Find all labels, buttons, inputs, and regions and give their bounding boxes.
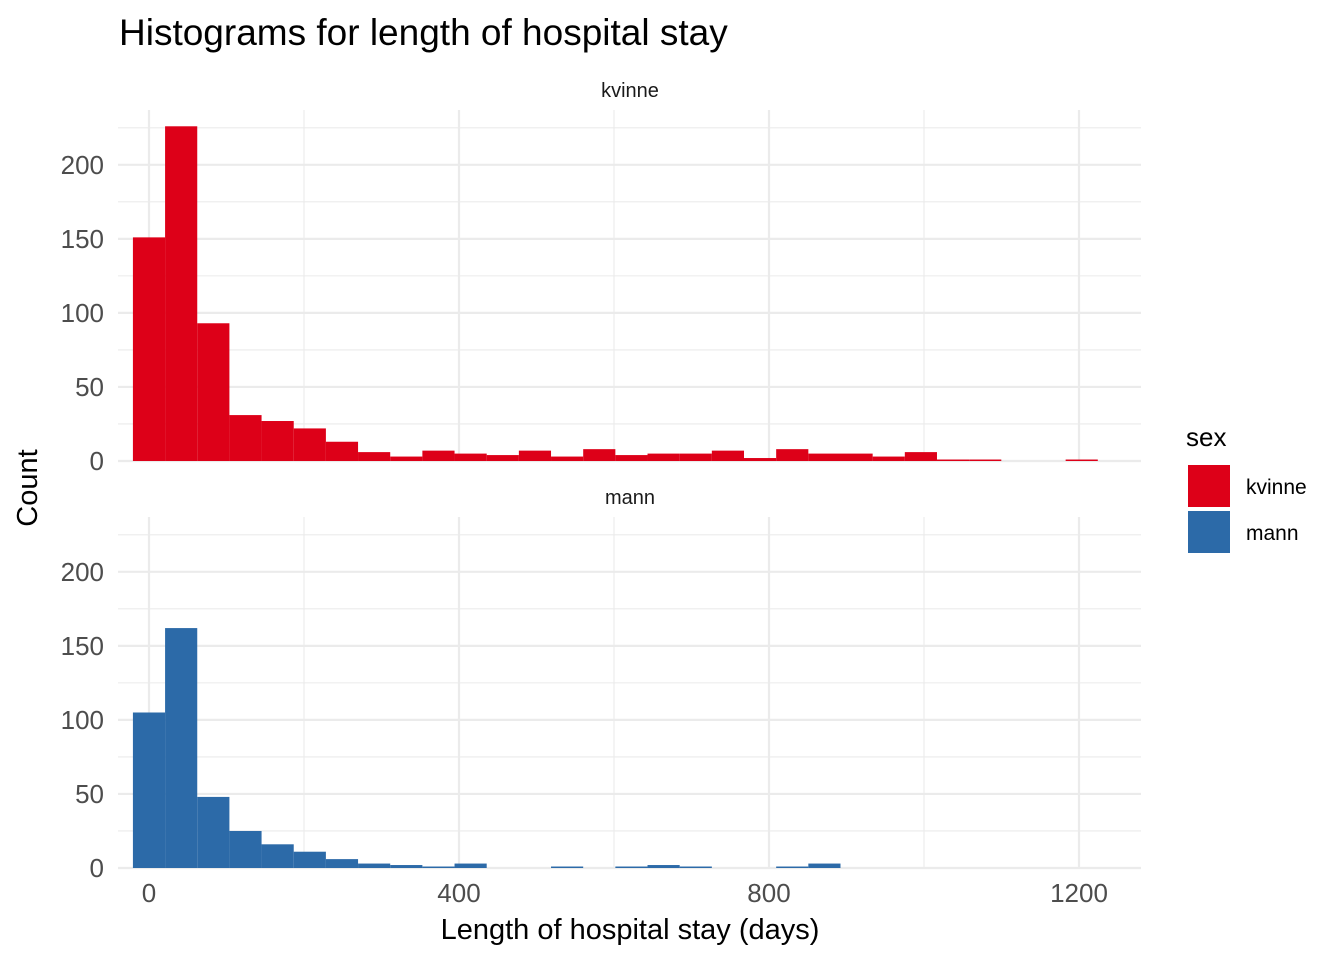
histogram-bar (390, 456, 423, 461)
histogram-bar (325, 441, 359, 461)
histogram-bar (358, 452, 391, 461)
histogram-bar (325, 859, 359, 868)
histogram-bar (165, 126, 198, 461)
y-tick-label: 0 (90, 446, 104, 476)
x-tick-label: 0 (142, 878, 156, 908)
histogram-bar (132, 712, 166, 868)
legend-label-kvinne: kvinne (1246, 476, 1307, 499)
histogram-bar (229, 415, 262, 461)
histogram-bar (197, 323, 230, 461)
histogram-bar (293, 851, 326, 868)
y-tick-label: 50 (75, 779, 104, 809)
legend: sex kvinne mann (1186, 422, 1307, 553)
histogram-bar (551, 866, 584, 868)
strip-label-top: kvinne (601, 80, 659, 102)
histogram-bar (840, 453, 873, 461)
histogram-bar (229, 830, 262, 868)
histogram-bar (454, 863, 487, 868)
histogram-bar (551, 456, 584, 461)
histogram-bar (615, 866, 648, 868)
histogram-bar (711, 450, 745, 461)
histogram-bar (486, 455, 519, 461)
histogram-bar (647, 453, 680, 461)
y-tick-label: 0 (90, 853, 104, 883)
histogram-bar (197, 796, 230, 868)
histogram-bar (454, 453, 487, 461)
y-axis-label: Count (12, 449, 44, 526)
y-tick-label: 100 (61, 705, 104, 735)
panel-bottom-grid (118, 517, 1141, 870)
histogram-bar (422, 866, 455, 868)
x-tick-label: 400 (437, 878, 480, 908)
chart-title: Histograms for length of hospital stay (119, 12, 728, 53)
histogram-bar (165, 628, 198, 868)
histogram-bar (583, 449, 616, 461)
panel-bottom: mann 0 50 100 150 200 (61, 487, 1141, 883)
legend-title: sex (1186, 422, 1226, 452)
histogram-bar (679, 866, 712, 868)
panel-top: kvinne 0 50 100 150 200 (61, 80, 1141, 476)
histogram-bar (261, 421, 294, 461)
legend-label-mann: mann (1246, 522, 1299, 545)
y-tick-label: 200 (61, 557, 104, 587)
histogram-bar (422, 450, 455, 461)
y-tick-label: 50 (75, 372, 104, 402)
panel-top-bars (132, 126, 1098, 461)
histogram-bar (679, 453, 712, 461)
histogram-bar (776, 866, 809, 868)
histogram-bar (969, 459, 1002, 461)
y-tick-label: 100 (61, 298, 104, 328)
histogram-bar (904, 452, 937, 461)
panel-bottom-bars (132, 628, 841, 868)
histogram-bar (358, 863, 391, 868)
histogram-bar (872, 456, 905, 461)
panel-bottom-y-ticks: 0 50 100 150 200 (61, 557, 104, 883)
histogram-bar (293, 428, 326, 461)
histogram-bar (647, 865, 680, 868)
histogram-bar (518, 450, 552, 461)
y-tick-label: 150 (61, 224, 104, 254)
histogram-bar (1065, 459, 1098, 461)
panel-top-y-ticks: 0 50 100 150 200 (61, 150, 104, 476)
x-axis-ticks: 0 400 800 1200 (142, 878, 1108, 908)
strip-label-bottom: mann (605, 487, 655, 509)
histogram-bar (808, 453, 841, 461)
x-tick-label: 800 (747, 878, 790, 908)
x-tick-label: 1200 (1050, 878, 1108, 908)
histogram-bar (936, 459, 970, 461)
histogram-bar (132, 237, 166, 461)
histogram-bar (261, 844, 294, 868)
legend-swatch-mann (1188, 511, 1230, 553)
y-tick-label: 200 (61, 150, 104, 180)
histogram-bar (776, 449, 809, 461)
legend-swatch-kvinne (1188, 465, 1230, 507)
histogram-bar (744, 458, 777, 461)
x-axis-label: Length of hospital stay (days) (441, 914, 820, 946)
histogram-bar (615, 455, 648, 461)
y-tick-label: 150 (61, 631, 104, 661)
histogram-bar (808, 863, 841, 868)
panel-top-grid (118, 110, 1141, 463)
histogram-bar (390, 865, 423, 868)
